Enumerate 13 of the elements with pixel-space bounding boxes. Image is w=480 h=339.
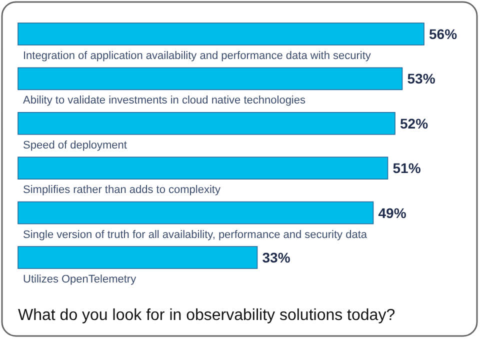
data-label: 49%: [378, 204, 407, 221]
data-label: 53%: [407, 70, 436, 87]
y-tick-label: Speed of deployment: [23, 139, 127, 152]
y-tick-label: Simplifies rather than adds to complexity: [23, 184, 221, 196]
data-label: 52%: [400, 115, 429, 132]
y-tick-label: Utilizes OpenTelemetry: [23, 274, 137, 286]
data-label: 33%: [262, 250, 291, 266]
y-tick-label: Ability to validate investments in cloud native technologies: [23, 94, 306, 107]
y-tick-label: Single version of truth for all availability, performance and security data: [23, 228, 368, 241]
text: What do you look for in observability solutions today?: [18, 307, 396, 324]
y-tick-label: Integration of application availability and performance data with security: [23, 50, 372, 62]
data-label: 56%: [429, 26, 458, 42]
data-label: 51%: [392, 160, 422, 176]
